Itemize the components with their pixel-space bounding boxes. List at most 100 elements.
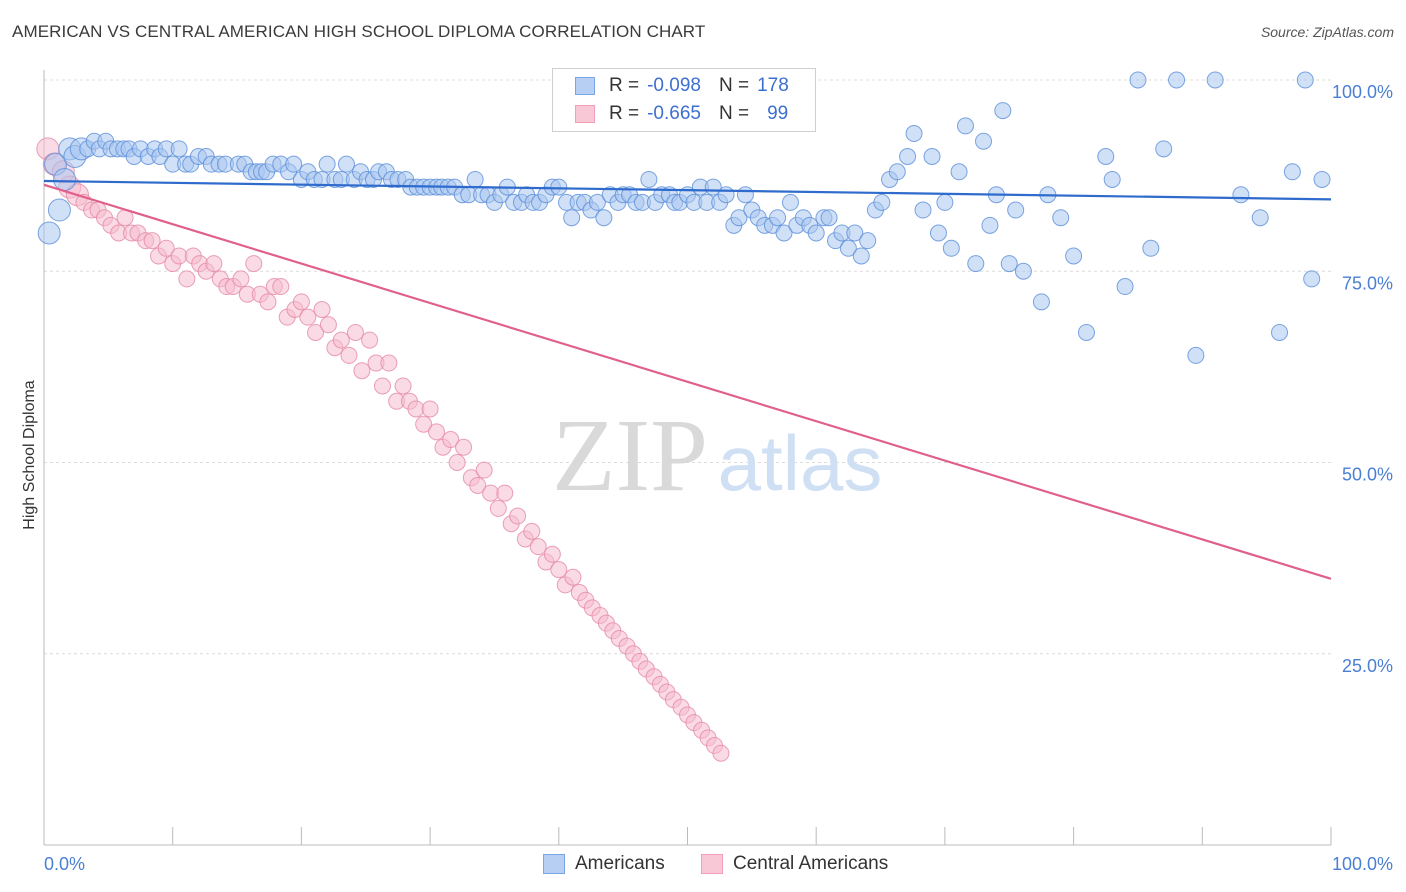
n-value: 99 bbox=[767, 103, 789, 124]
y-tick-label: 100.0% bbox=[1332, 82, 1393, 102]
american-point bbox=[769, 209, 787, 227]
american-point bbox=[563, 209, 581, 227]
american-point bbox=[1206, 71, 1224, 89]
american-point bbox=[1303, 270, 1321, 288]
central-americans-legend-swatch bbox=[701, 854, 723, 874]
american-point bbox=[775, 224, 793, 242]
american-point bbox=[967, 255, 985, 273]
central-american-point bbox=[523, 522, 541, 540]
american-point bbox=[550, 178, 568, 196]
central-american-point bbox=[170, 247, 188, 265]
central-american-point bbox=[475, 461, 493, 479]
central-american-point bbox=[232, 270, 250, 288]
american-point bbox=[956, 117, 974, 135]
american-point bbox=[1116, 278, 1134, 296]
central-american-point bbox=[245, 255, 263, 273]
american-point bbox=[936, 193, 954, 211]
trend-lines bbox=[43, 179, 1332, 580]
american-point bbox=[1313, 170, 1331, 188]
american-point bbox=[1251, 209, 1269, 227]
r-label: R = bbox=[609, 75, 640, 96]
central-american-point bbox=[407, 400, 425, 418]
central-american-point bbox=[442, 431, 460, 449]
american-points bbox=[37, 71, 1331, 364]
n-value: 178 bbox=[757, 75, 789, 96]
american-point bbox=[1155, 140, 1173, 158]
american-point bbox=[1232, 186, 1250, 204]
american-point bbox=[1187, 346, 1205, 364]
r-label: R = bbox=[609, 103, 640, 124]
central-american-point bbox=[543, 545, 561, 563]
legend-central-americans[interactable]: Central Americans bbox=[701, 852, 888, 876]
american-point bbox=[1271, 323, 1289, 341]
americans-trend-line bbox=[43, 179, 1332, 201]
american-point bbox=[730, 209, 748, 227]
american-point bbox=[1032, 293, 1050, 311]
central-american-point bbox=[448, 454, 466, 471]
american-point bbox=[994, 102, 1012, 120]
central-american-point bbox=[340, 346, 358, 364]
central-american-point bbox=[272, 278, 290, 296]
american-point bbox=[852, 247, 870, 265]
american-point bbox=[839, 239, 857, 257]
american-point bbox=[950, 163, 968, 181]
central-american-point bbox=[353, 362, 371, 380]
american-point bbox=[1283, 163, 1301, 181]
central-american-point bbox=[332, 331, 350, 349]
americans-legend-label: Americans bbox=[575, 853, 665, 874]
central-american-point bbox=[259, 293, 277, 311]
n-label: N = bbox=[718, 103, 750, 124]
central-american-point bbox=[415, 415, 433, 433]
tick-labels: 25.0% 50.0% 75.0% 100.0% 0.0% 100.0% bbox=[44, 82, 1393, 874]
american-point bbox=[781, 193, 799, 211]
american-point bbox=[1000, 255, 1018, 273]
american-point bbox=[1129, 71, 1147, 89]
american-point bbox=[914, 201, 932, 219]
chart-title: AMERICAN VS CENTRAL AMERICAN HIGH SCHOOL… bbox=[12, 22, 706, 41]
american-point bbox=[1296, 71, 1314, 89]
american-point bbox=[1168, 71, 1186, 89]
n-label: N = bbox=[718, 75, 750, 96]
american-point bbox=[1103, 170, 1121, 188]
american-point bbox=[47, 198, 71, 222]
american-point bbox=[981, 216, 999, 234]
watermark-atlas: atlas bbox=[718, 419, 883, 507]
american-point bbox=[640, 170, 658, 188]
axes bbox=[43, 70, 1332, 846]
r-value: -0.665 bbox=[647, 103, 701, 124]
stats-legend: R = -0.098 N = 178 R = -0.665 N = 99 bbox=[552, 68, 816, 132]
central-american-point bbox=[205, 255, 223, 273]
central-american-point bbox=[346, 323, 364, 341]
american-point bbox=[285, 155, 303, 173]
y-tick-label: 50.0% bbox=[1342, 465, 1393, 485]
source-label: Source: ZipAtlas.com bbox=[1260, 24, 1394, 40]
y-axis-label: High School Diploma bbox=[21, 380, 38, 530]
central-american-point bbox=[529, 538, 547, 556]
american-point bbox=[807, 224, 825, 242]
american-point bbox=[1065, 247, 1083, 265]
legend-americans[interactable]: Americans bbox=[543, 852, 665, 876]
american-point bbox=[846, 224, 864, 242]
watermark: ZIP atlas bbox=[552, 398, 882, 513]
y-tick-label: 75.0% bbox=[1342, 273, 1393, 293]
american-point bbox=[905, 125, 923, 143]
american-point bbox=[318, 155, 336, 173]
american-point bbox=[1052, 209, 1070, 227]
central-american-point bbox=[421, 400, 439, 418]
central-american-point bbox=[712, 744, 730, 762]
american-point bbox=[873, 193, 891, 211]
central-americans-trend-line bbox=[43, 183, 1332, 580]
watermark-zip: ZIP bbox=[552, 398, 708, 513]
central-american-point bbox=[143, 232, 161, 250]
american-point bbox=[588, 193, 606, 211]
american-point bbox=[899, 148, 917, 165]
american-point bbox=[466, 170, 484, 188]
american-point bbox=[1097, 148, 1115, 165]
central-american-point bbox=[373, 377, 391, 395]
central-american-point bbox=[307, 323, 325, 341]
central-american-point bbox=[157, 239, 175, 257]
american-point bbox=[37, 221, 61, 245]
american-point bbox=[923, 148, 941, 165]
american-point bbox=[736, 186, 754, 204]
